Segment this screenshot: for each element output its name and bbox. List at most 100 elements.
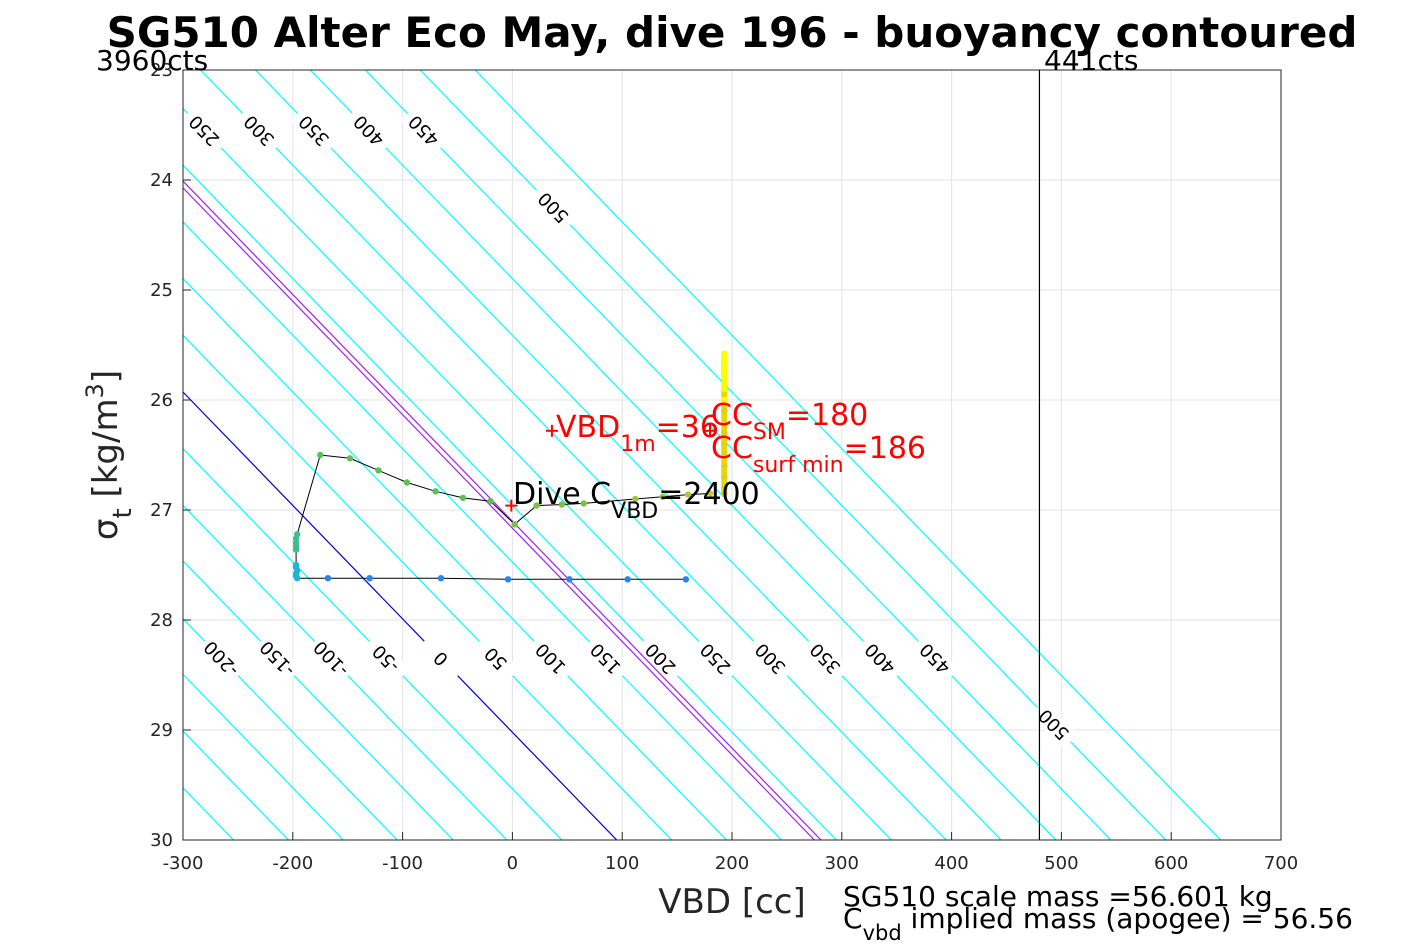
svg-text:σt [kg/m3]: σt [kg/m3] bbox=[81, 370, 138, 540]
surface-point bbox=[720, 451, 728, 459]
surface-point bbox=[720, 407, 728, 415]
profile-point bbox=[324, 575, 332, 582]
contour-line bbox=[183, 673, 344, 840]
profile-point bbox=[624, 576, 631, 583]
contour-line bbox=[183, 221, 782, 840]
contour-label-bg bbox=[253, 634, 302, 683]
contour-label-bg bbox=[417, 634, 465, 683]
profile-point bbox=[403, 479, 411, 486]
surface-point bbox=[720, 418, 728, 426]
profile-point bbox=[293, 531, 301, 538]
profile-point bbox=[580, 500, 587, 507]
contour-label-bg bbox=[399, 106, 448, 155]
surface-point bbox=[720, 369, 728, 376]
contour-line bbox=[183, 107, 892, 840]
contour-line bbox=[255, 70, 1002, 840]
svg-text:VBD1m=36: VBD1m=36 bbox=[556, 410, 719, 457]
contour-label-bg bbox=[235, 106, 284, 155]
profile-point bbox=[292, 561, 300, 569]
surface-point bbox=[720, 363, 728, 371]
contour-line bbox=[364, 70, 1112, 840]
contour-label-bg bbox=[911, 634, 959, 683]
y-label-sigma: σ bbox=[86, 519, 126, 541]
surface-point bbox=[720, 385, 728, 393]
profile-point bbox=[317, 451, 324, 459]
surface-point bbox=[720, 484, 728, 492]
contour-label-bg bbox=[581, 634, 630, 683]
contour-line bbox=[183, 618, 398, 840]
contour-line-highlight bbox=[183, 187, 815, 840]
profile-point bbox=[346, 455, 354, 462]
surface-point bbox=[720, 374, 728, 382]
profile-point bbox=[366, 575, 373, 582]
y-tick-label: 23 bbox=[150, 60, 173, 81]
contour-line bbox=[183, 504, 508, 840]
profile-point bbox=[566, 576, 573, 583]
chart-title: SG510 Alter Eco May, dive 196 - buoyancy… bbox=[107, 8, 1358, 57]
contour-label-bg bbox=[180, 106, 229, 155]
contour-label-bg bbox=[1029, 700, 1078, 749]
x-tick-label: 200 bbox=[715, 853, 749, 874]
surface-point bbox=[720, 473, 728, 481]
profile-point bbox=[504, 576, 512, 583]
contour-label-bg bbox=[197, 634, 246, 683]
x-tick-label: 100 bbox=[605, 853, 639, 874]
contour-line bbox=[0, 70, 69, 840]
profile-point bbox=[632, 495, 639, 503]
contour-label-bg bbox=[362, 634, 410, 683]
x-tick-label: 400 bbox=[934, 853, 968, 874]
contour-label-bg bbox=[746, 634, 795, 683]
dive-c-vbd-annotation: Dive CVBD=2400 bbox=[513, 477, 760, 524]
vbd-1m-annotation: VBD1m=36 bbox=[556, 410, 719, 457]
surface-point bbox=[720, 490, 728, 497]
x-tick-label: 600 bbox=[1154, 853, 1188, 874]
y-tick-label: 30 bbox=[150, 830, 173, 851]
profile-point bbox=[459, 494, 467, 502]
scale-mass-note: SG510 scale mass =56.601 kg bbox=[843, 880, 1273, 913]
y-tick-label: 27 bbox=[150, 500, 173, 521]
y-label-unit: [kg/m bbox=[86, 398, 126, 508]
svg-text:Dive CVBD=2400: Dive CVBD=2400 bbox=[513, 477, 760, 524]
contour-label-bg bbox=[691, 634, 740, 683]
y-axis-ticks: 23 24 25 26 27 28 29 30 bbox=[150, 60, 191, 851]
profile-point bbox=[533, 502, 540, 509]
profile-point bbox=[432, 488, 439, 495]
profile-point bbox=[659, 493, 667, 500]
x-tick-label: 700 bbox=[1264, 853, 1298, 874]
contour-label-bg bbox=[307, 634, 356, 683]
markers bbox=[505, 424, 717, 512]
contour-line bbox=[474, 70, 1222, 840]
surface-point bbox=[720, 440, 728, 448]
x-tick-label: -300 bbox=[163, 853, 204, 874]
y-label-sup: 3 bbox=[81, 383, 109, 398]
profile-point bbox=[684, 491, 692, 498]
x-tick-label: -200 bbox=[272, 853, 313, 874]
surface-point bbox=[720, 429, 728, 437]
contour-line-highlight bbox=[183, 180, 822, 840]
contour-line bbox=[200, 70, 947, 840]
y-axis-label: σt [kg/m3] bbox=[81, 370, 138, 540]
y-tick-label: 26 bbox=[150, 390, 173, 411]
contour-line bbox=[183, 334, 673, 840]
contour-label-bg bbox=[290, 106, 338, 155]
cc-surf-min-annotation: CCsurf min=186 bbox=[711, 431, 926, 478]
contour-label-bg bbox=[526, 634, 575, 683]
dive-profile bbox=[292, 350, 728, 583]
contour-line bbox=[183, 447, 563, 840]
profile-point bbox=[706, 490, 714, 497]
y-tick-label: 24 bbox=[150, 170, 173, 191]
profile-point bbox=[487, 498, 494, 505]
profile-point bbox=[682, 576, 690, 583]
profile-point bbox=[511, 521, 518, 528]
contour-label-bg bbox=[345, 106, 393, 155]
implied-mass-note: Cvbd implied mass (apogee) = 56.56 bbox=[843, 902, 1353, 945]
svg-text:CCsurf min=186: CCsurf min=186 bbox=[711, 431, 926, 478]
y-tick-label: 28 bbox=[150, 610, 173, 631]
x-tick-label: 500 bbox=[1044, 853, 1078, 874]
x-tick-label: -100 bbox=[382, 853, 423, 874]
left-count-label: 3960cts bbox=[96, 44, 208, 77]
profile-point bbox=[558, 501, 566, 508]
y-tick-label: 25 bbox=[150, 280, 173, 301]
x-tick-label: 300 bbox=[825, 853, 859, 874]
x-axis-ticks: -300 -200 -100 0 100 200 300 400 500 600 700 bbox=[163, 832, 1298, 874]
